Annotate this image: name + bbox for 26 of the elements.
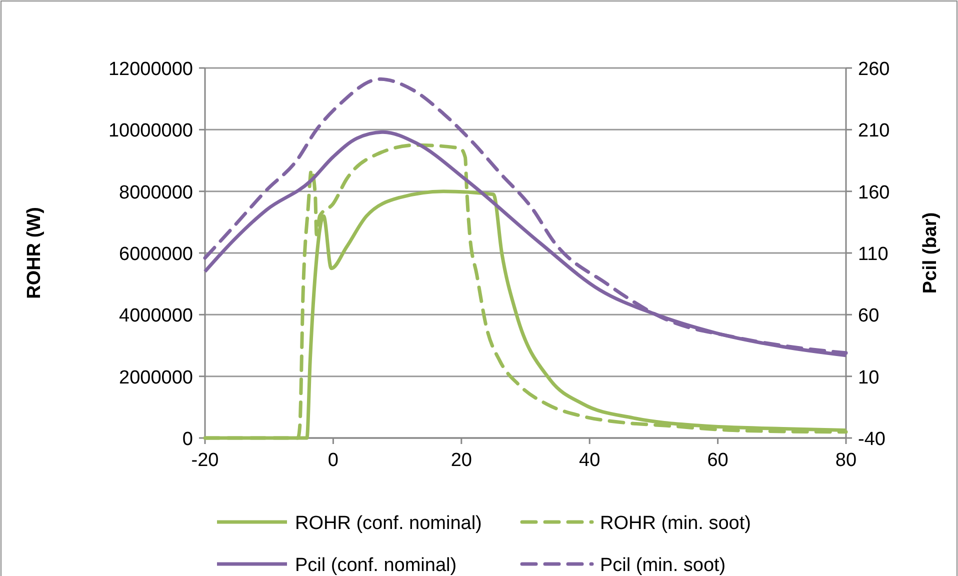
y2-tick-label: 260	[858, 59, 890, 80]
x-tick-label: 80	[835, 450, 857, 471]
y2-tick-label: -40	[858, 429, 886, 450]
y-tick-label: 4000000	[119, 306, 193, 327]
x-tick-label: 20	[450, 450, 472, 471]
y2-tick-label: 160	[858, 182, 890, 204]
x-tick-label: 0	[328, 450, 338, 471]
y2-tick-label: 60	[858, 306, 880, 327]
x-tick-label: 40	[579, 450, 600, 471]
x-tick-label: -20	[191, 450, 219, 471]
legend-label: Pcil (conf. nominal)	[295, 555, 457, 576]
y-tick-label: 6000000	[119, 244, 193, 265]
y2-tick-label: 10	[858, 367, 880, 388]
legend-label: ROHR (conf. nominal)	[295, 513, 482, 534]
y-tick-label: 12000000	[108, 59, 193, 80]
x-tick-label: 60	[707, 450, 728, 471]
y-axis-title: ROHR (W)	[24, 207, 45, 299]
y2-tick-label: 110	[858, 244, 888, 265]
y-tick-label: 8000000	[119, 182, 193, 204]
legend-label: ROHR (min. soot)	[600, 513, 751, 534]
y2-axis-title: Pcil (bar)	[920, 212, 941, 294]
legend-label: Pcil (min. soot)	[600, 555, 726, 576]
y-tick-label: 0	[182, 429, 193, 450]
y-tick-label: 10000000	[108, 120, 193, 142]
y-tick-label: 2000000	[119, 367, 193, 388]
y2-tick-label: 210	[858, 120, 890, 142]
